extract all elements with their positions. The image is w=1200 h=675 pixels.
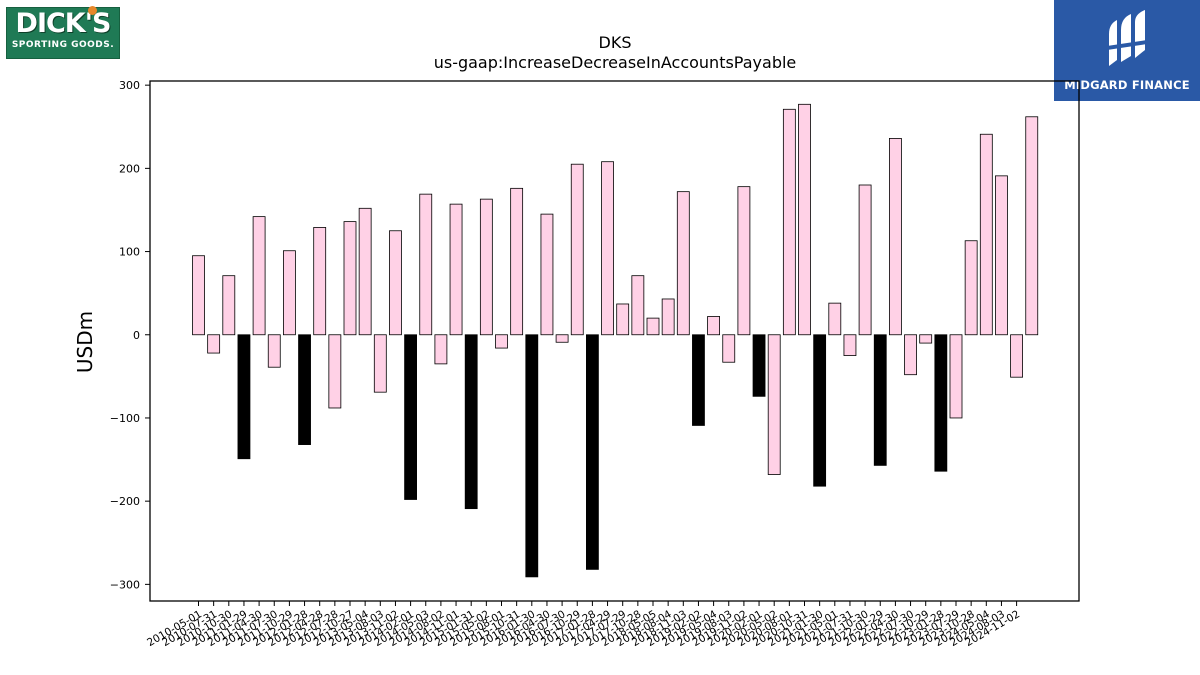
- bar: [449, 203, 463, 336]
- bar: [752, 334, 766, 397]
- bar: [328, 334, 342, 409]
- bar: [570, 163, 584, 336]
- bars-layer: [192, 103, 1039, 578]
- bar: [858, 184, 872, 336]
- bar: [873, 334, 887, 466]
- bar: [434, 334, 448, 365]
- bar: [586, 334, 599, 570]
- y-tick-label: 100: [119, 246, 140, 259]
- bar: [419, 193, 433, 336]
- y-tick-label: −100: [110, 412, 140, 425]
- logo-bottom-text: SPORTING GOODS.: [11, 40, 115, 50]
- bar: [631, 275, 645, 336]
- bar: [222, 275, 236, 336]
- bar: [995, 175, 1008, 336]
- y-tick-label: 0: [133, 329, 140, 342]
- chart-title: DKS: [599, 33, 632, 52]
- bar: [813, 334, 827, 487]
- y-tick-label: −300: [110, 578, 140, 591]
- bar: [1025, 116, 1039, 336]
- bar: [904, 334, 917, 376]
- bar: [601, 161, 614, 336]
- bar: [782, 108, 796, 336]
- bar: [343, 221, 357, 336]
- y-tick-label: −200: [110, 495, 140, 508]
- chart-subtitle: us-gaap:IncreaseDecreaseInAccountsPayabl…: [434, 53, 797, 72]
- midgard-emblem-icon: [1107, 10, 1147, 66]
- y-axis-label: USDm: [73, 311, 97, 373]
- bar: [964, 240, 978, 336]
- bar: [828, 302, 842, 336]
- bar: [692, 334, 705, 426]
- bar: [495, 334, 508, 349]
- bar: [313, 227, 327, 336]
- basketball-icon: [88, 6, 97, 15]
- bar: [616, 303, 630, 336]
- bar: [889, 138, 902, 336]
- bar: [767, 334, 781, 475]
- x-axis: 2010-05-012010-07-312010-10-302011-01-29…: [145, 601, 1022, 649]
- bar: [525, 334, 539, 578]
- bar: [949, 334, 963, 419]
- y-tick-label: 300: [119, 79, 140, 92]
- bar: [389, 230, 402, 336]
- bar: [373, 334, 387, 393]
- bar: [979, 133, 993, 336]
- bar: [267, 334, 281, 368]
- bar: [540, 213, 554, 336]
- bar: [722, 334, 736, 363]
- bar: [798, 103, 811, 336]
- bar: [555, 334, 569, 343]
- midgard-finance-text: MIDGARD FINANCE: [1064, 78, 1190, 92]
- bar: [404, 334, 418, 500]
- bar: [207, 334, 221, 354]
- bar: [252, 216, 266, 336]
- y-axis: −300 −200 −100 0 100 200 300: [110, 79, 150, 591]
- bar: [282, 250, 296, 336]
- bar: [707, 316, 720, 336]
- bar: [510, 187, 524, 336]
- dicks-sporting-goods-logo: DICK'S SPORTING GOODS.: [6, 6, 120, 59]
- bar: [661, 298, 675, 336]
- y-tick-label: 200: [119, 162, 140, 175]
- bar: [843, 334, 857, 356]
- bar: [479, 198, 493, 336]
- midgard-finance-logo: MIDGARD FINANCE: [1054, 0, 1200, 101]
- bar: [464, 334, 478, 510]
- bar: [237, 334, 251, 460]
- bar: [646, 317, 660, 336]
- bar: [298, 334, 311, 445]
- bar: [676, 191, 690, 336]
- bar: [358, 207, 372, 336]
- bar: [919, 334, 933, 344]
- bar: [192, 255, 205, 336]
- bar: [737, 186, 751, 336]
- plot-frame: [149, 80, 1080, 602]
- bar: [934, 334, 948, 472]
- bar: [1010, 334, 1023, 378]
